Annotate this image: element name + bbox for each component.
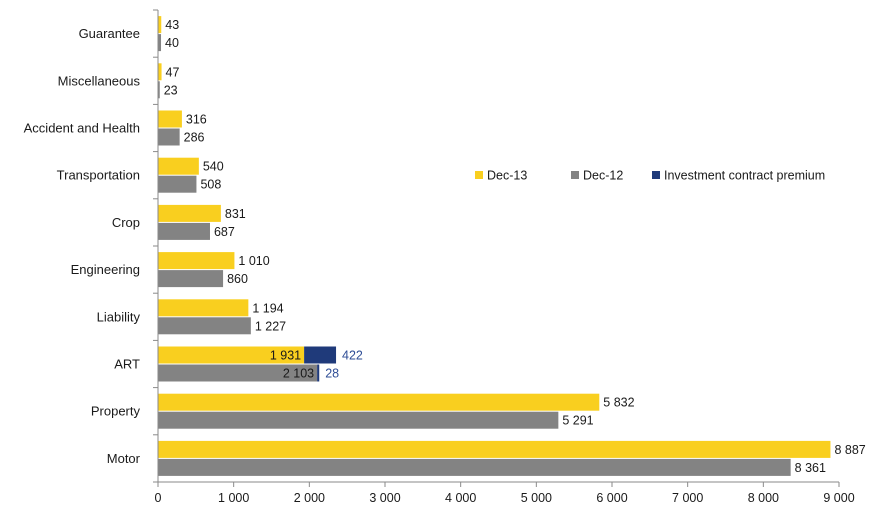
x-tick-label: 3 000 <box>369 491 400 505</box>
data-label-dec-13-accident-and-health: 316 <box>186 113 207 127</box>
category-label-transportation: Transportation <box>57 168 140 183</box>
data-label-dec-12-crop: 687 <box>214 225 235 239</box>
x-tick-label: 4 000 <box>445 491 476 505</box>
category-label-guarantee: Guarantee <box>79 26 140 41</box>
bar-dec-12-guarantee <box>158 34 162 52</box>
legend-label-dec-12: Dec-12 <box>583 169 623 183</box>
legend-item-investment-contract-premium: Investment contract premium <box>652 169 825 183</box>
category-labels: Guarantee Miscellaneous Accident and Healt… <box>24 26 141 466</box>
bar-dec-13-art <box>158 346 305 364</box>
data-label-dec-12-liability: 1 227 <box>255 319 286 333</box>
bar-dec-13-miscellaneous <box>158 63 162 81</box>
bar-dec-12-miscellaneous <box>158 81 160 99</box>
bars <box>158 16 831 476</box>
data-label-dec-13-motor: 8 887 <box>834 443 865 457</box>
x-axis: 0 1 000 2 000 3 000 4 000 5 000 6 000 7 000 8 00… <box>153 9 855 505</box>
data-label-dec-13-miscellaneous: 47 <box>166 65 180 79</box>
category-label-motor: Motor <box>107 451 141 466</box>
bar-dec-13-engineering <box>158 252 235 270</box>
legend-swatch-dec-13 <box>475 171 483 179</box>
data-label-dec-13-crop: 831 <box>225 207 246 221</box>
data-label-dec-13-art: 1 931 <box>270 349 301 363</box>
data-label-dec-13-transportation: 540 <box>203 160 224 174</box>
x-tick-label: 9 000 <box>823 491 854 505</box>
legend-item-dec-12: Dec-12 <box>571 169 623 183</box>
data-label-dec-12-guarantee: 40 <box>165 36 179 50</box>
x-tick-label: 0 <box>155 491 162 505</box>
data-label-dec-12-accident-and-health: 286 <box>184 131 205 145</box>
category-label-accident-and-health: Accident and Health <box>24 121 140 136</box>
data-label-investment-dec-12-art: 28 <box>325 367 339 381</box>
x-tick-label: 6 000 <box>596 491 627 505</box>
data-label-dec-12-transportation: 508 <box>200 178 221 192</box>
legend-item-dec-13: Dec-13 <box>475 169 527 183</box>
bar-dec-13-transportation <box>158 157 199 175</box>
bar-dec-12-property <box>158 411 559 429</box>
data-label-dec-13-property: 5 832 <box>603 396 634 410</box>
category-label-crop: Crop <box>112 215 140 230</box>
legend-swatch-dec-12 <box>571 171 579 179</box>
bar-dec-13-motor <box>158 440 831 458</box>
data-label-dec-13-liability: 1 194 <box>252 301 283 315</box>
data-labels: 43 40 47 23 316 286 540 508 831 687 1 010 860 1 194 1… <box>164 18 866 475</box>
data-label-dec-12-motor: 8 361 <box>795 461 826 475</box>
x-tick-label: 1 000 <box>218 491 249 505</box>
bar-dec-13-liability <box>158 299 249 317</box>
bar-dec-12-crop <box>158 222 210 240</box>
x-tick-label: 2 000 <box>294 491 325 505</box>
bar-investment-dec-13-art <box>304 346 337 364</box>
bar-dec-12-liability <box>158 317 251 335</box>
data-label-dec-12-property: 5 291 <box>562 414 593 428</box>
bar-dec-13-crop <box>158 204 221 222</box>
data-label-investment-dec-13-art: 422 <box>342 349 363 363</box>
data-label-dec-12-engineering: 860 <box>227 272 248 286</box>
x-tick-label: 7 000 <box>672 491 703 505</box>
legend-swatch-investment-contract-premium <box>652 171 660 179</box>
bar-investment-dec-12-art <box>317 364 320 382</box>
data-label-dec-12-miscellaneous: 23 <box>164 83 178 97</box>
legend: Dec-13 Dec-12 Investment contract premium <box>475 169 825 183</box>
bar-dec-12-art <box>158 364 318 382</box>
bar-dec-12-accident-and-health <box>158 128 180 146</box>
data-label-dec-12-art: 2 103 <box>283 367 314 381</box>
x-tick-label: 5 000 <box>521 491 552 505</box>
category-label-property: Property <box>91 404 141 419</box>
bar-dec-13-property <box>158 393 600 411</box>
bar-dec-12-motor <box>158 458 791 476</box>
category-label-engineering: Engineering <box>71 262 140 277</box>
bar-dec-13-accident-and-health <box>158 110 182 128</box>
category-label-miscellaneous: Miscellaneous <box>58 73 141 88</box>
data-label-dec-13-engineering: 1 010 <box>238 254 269 268</box>
bar-dec-12-engineering <box>158 270 224 288</box>
bar-dec-12-transportation <box>158 175 197 193</box>
category-label-liability: Liability <box>97 309 141 324</box>
legend-label-dec-13: Dec-13 <box>487 169 527 183</box>
data-label-dec-13-guarantee: 43 <box>165 18 179 32</box>
x-tick-label: 8 000 <box>748 491 779 505</box>
bar-dec-13-guarantee <box>158 16 162 34</box>
legend-label-investment-contract-premium: Investment contract premium <box>664 169 825 183</box>
category-label-art: ART <box>114 357 140 372</box>
